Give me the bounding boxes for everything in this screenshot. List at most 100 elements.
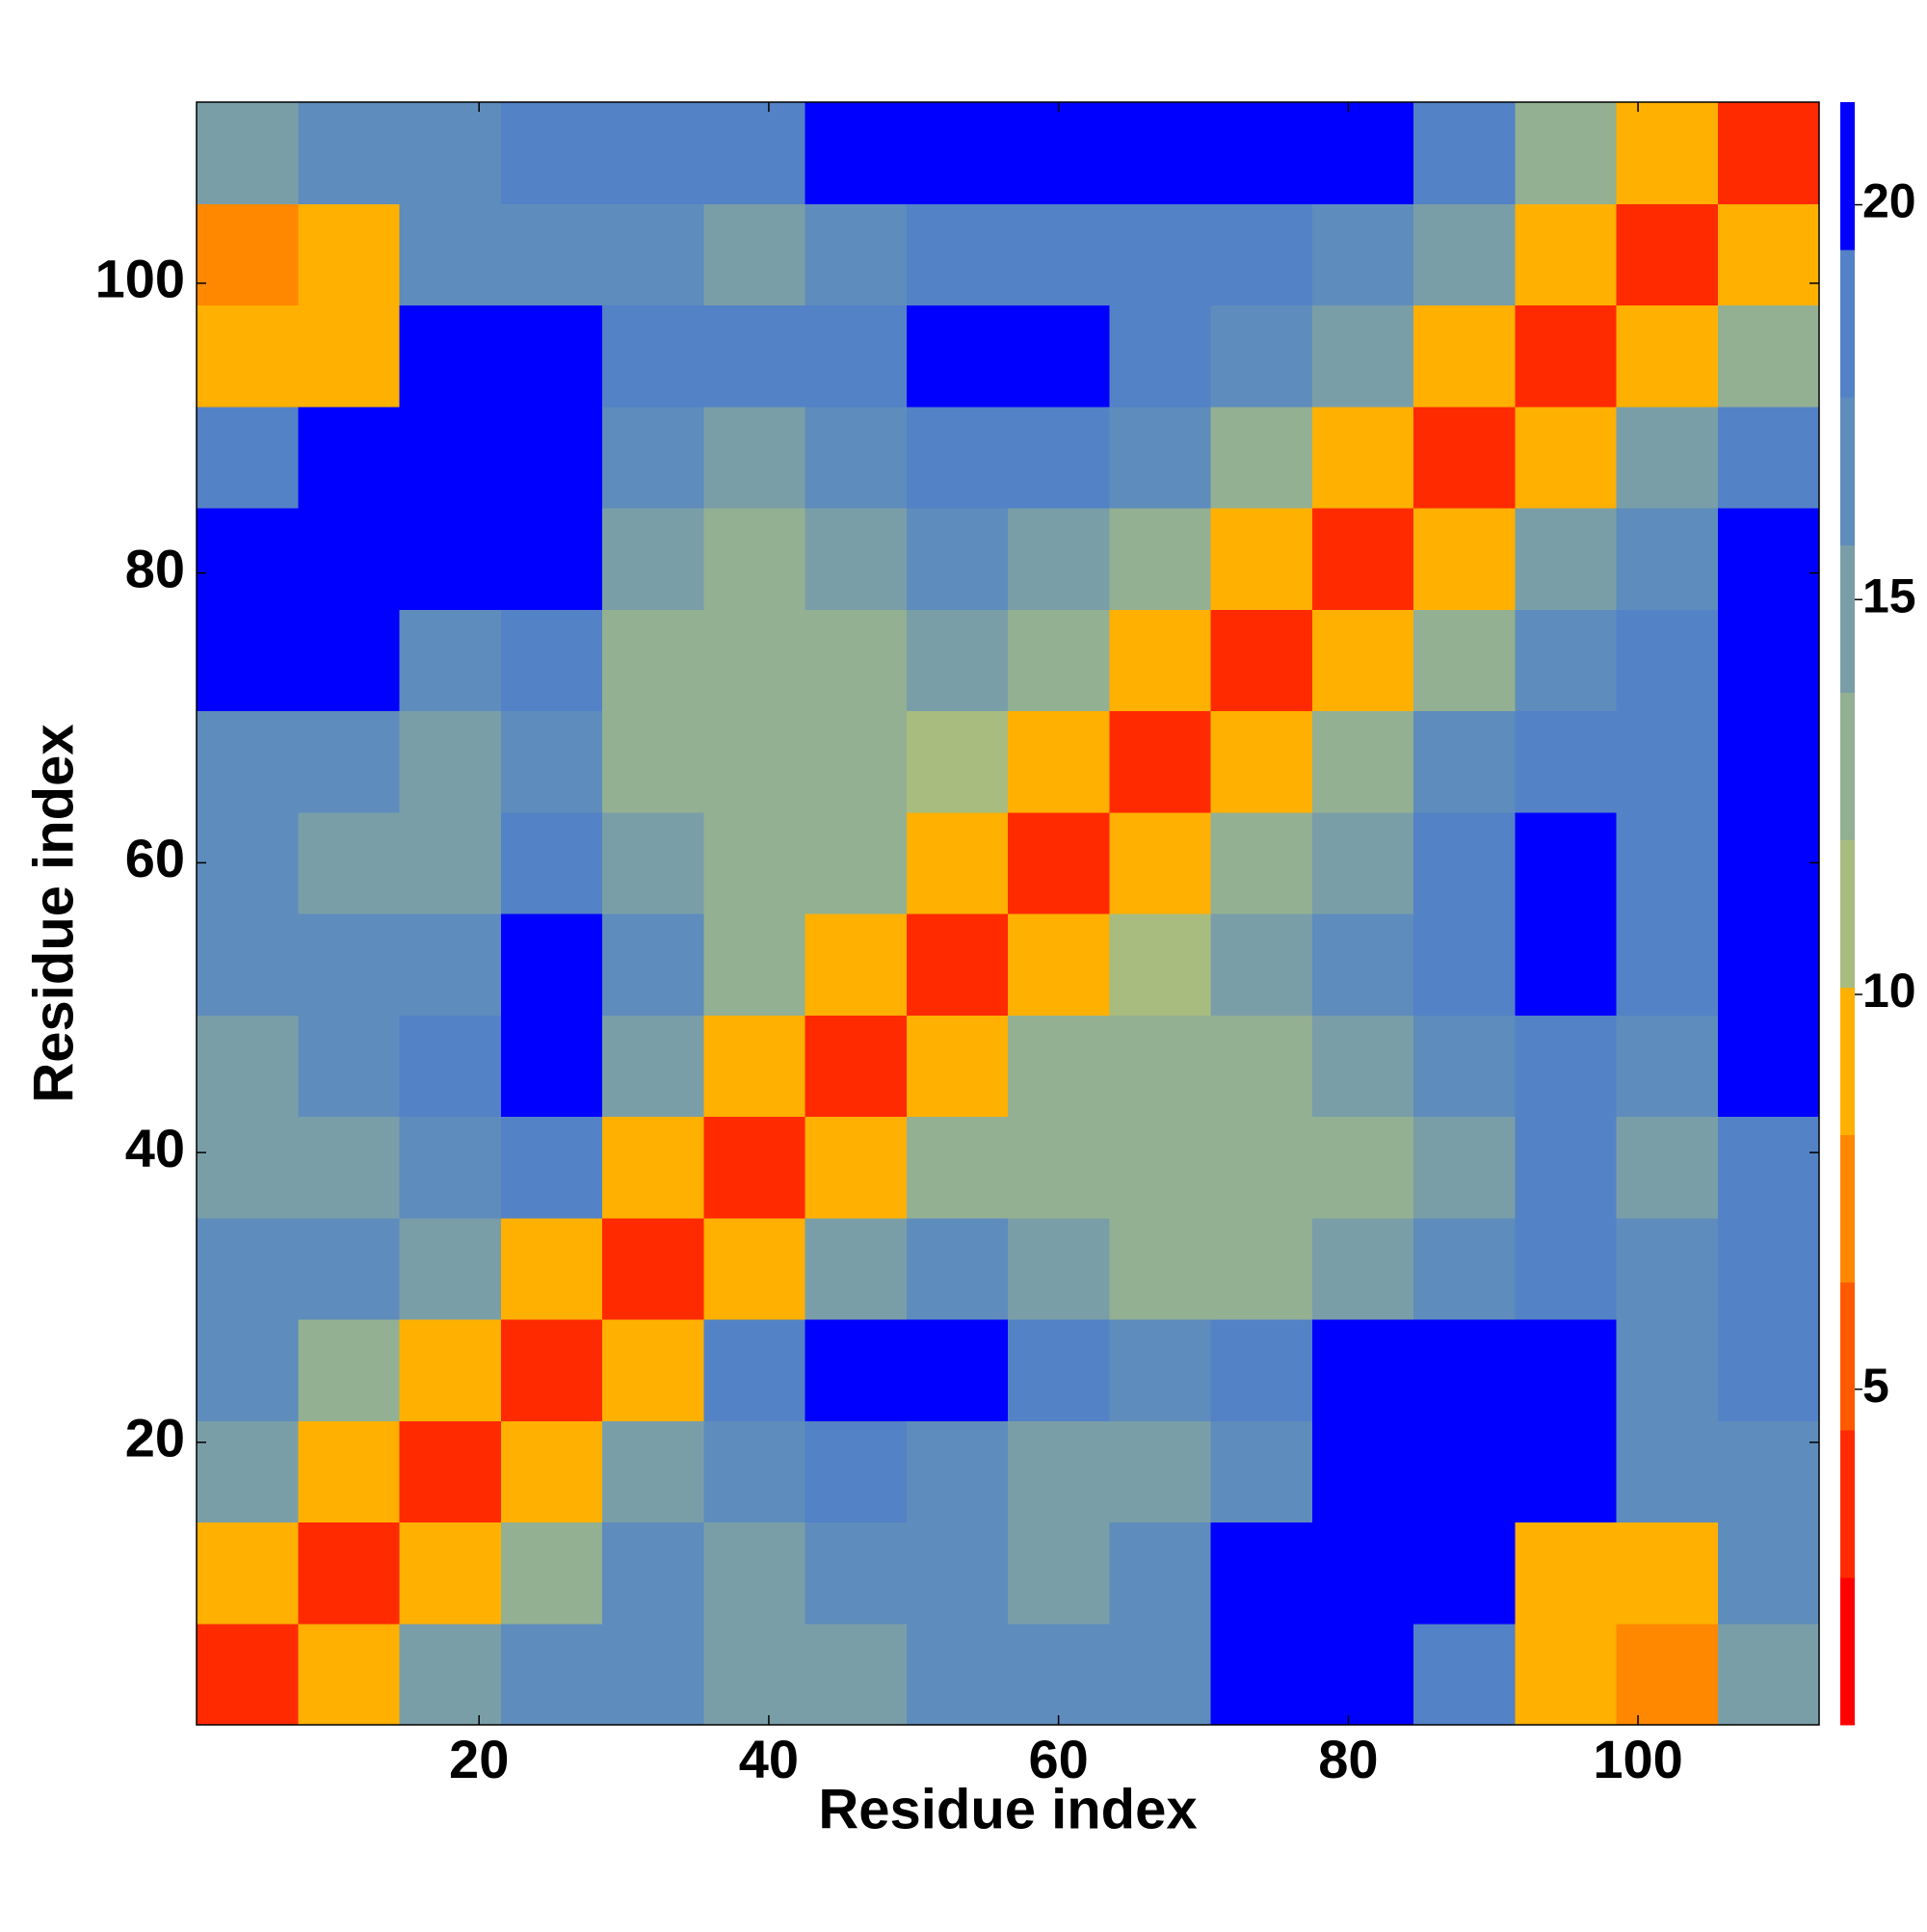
- heatmap-cell: [399, 1623, 502, 1726]
- heatmap-cell: [1413, 811, 1516, 914]
- heatmap-cell: [1515, 1420, 1617, 1522]
- heatmap-cell: [1515, 710, 1617, 813]
- heatmap-cell: [500, 1319, 603, 1421]
- heatmap-cell: [399, 1015, 502, 1117]
- heatmap-cell: [399, 304, 502, 408]
- heatmap-cell: [703, 406, 805, 509]
- heatmap-cell: [906, 1116, 1009, 1219]
- heatmap-cell: [1616, 1116, 1719, 1219]
- heatmap-cell: [1717, 1116, 1820, 1219]
- heatmap-cell: [805, 1217, 908, 1320]
- heatmap-cell: [1109, 1319, 1211, 1421]
- heatmap-cell: [906, 203, 1009, 305]
- heatmap-cell: [298, 1319, 400, 1421]
- heatmap-cell: [1515, 508, 1617, 610]
- heatmap-cell: [1210, 913, 1313, 1016]
- heatmap-cell: [1413, 609, 1516, 711]
- heatmap-cell: [1616, 1319, 1719, 1421]
- colorbar-band: [1840, 544, 1855, 693]
- heatmap-cell: [602, 1623, 704, 1726]
- heatmap-cell: [1109, 1116, 1211, 1219]
- heatmap-cell: [197, 1420, 299, 1522]
- heatmap-cell: [500, 1116, 603, 1219]
- heatmap-cell: [1413, 1319, 1516, 1421]
- heatmap-cell: [602, 1420, 704, 1522]
- heatmap-cell: [197, 913, 299, 1016]
- heatmap-cell: [399, 811, 502, 914]
- heatmap-cell: [602, 1319, 704, 1421]
- heatmap-cell: [1311, 203, 1414, 305]
- heatmap-cell: [1616, 508, 1719, 610]
- heatmap-cell: [1311, 1420, 1414, 1522]
- heatmap-cell: [399, 102, 502, 204]
- heatmap-cell: [1210, 304, 1313, 408]
- heatmap-cell: [1008, 406, 1110, 509]
- heatmap-cell: [1413, 913, 1516, 1016]
- heatmap-cell: [602, 811, 704, 914]
- heatmap-cell: [298, 913, 400, 1016]
- heatmap-cell: [298, 1015, 400, 1117]
- heatmap-cell: [1515, 1116, 1617, 1219]
- heatmap-cell: [1109, 710, 1211, 813]
- heatmap-cell: [602, 1015, 704, 1117]
- heatmap-cell: [1413, 1420, 1516, 1522]
- heatmap-cell: [906, 1420, 1009, 1522]
- heatmap-cell: [1210, 1623, 1313, 1726]
- heatmap-cell: [1717, 1623, 1820, 1726]
- heatmap-cell: [1717, 1217, 1820, 1320]
- heatmap-cell: [805, 1522, 908, 1625]
- heatmap-cell: [805, 710, 908, 813]
- colorbar-band: [1840, 1576, 1855, 1726]
- heatmap-cell: [906, 102, 1009, 204]
- heatmap-cell: [500, 1522, 603, 1625]
- heatmap-cell: [500, 811, 603, 914]
- x-tick-label: 40: [739, 1729, 799, 1789]
- heatmap-cell: [1413, 1522, 1516, 1625]
- heatmap-cell: [1413, 1217, 1516, 1320]
- heatmap-cell: [399, 609, 502, 711]
- heatmap-cell: [805, 102, 908, 204]
- heatmap-cell: [1413, 406, 1516, 509]
- heatmap-cell: [703, 710, 805, 813]
- heatmap-cell: [602, 913, 704, 1016]
- heatmap-cell: [906, 406, 1009, 509]
- heatmap-cell: [1616, 1217, 1719, 1320]
- heatmap-cell: [1109, 1217, 1211, 1320]
- heatmap-cell: [906, 508, 1009, 610]
- colorbar-tick-label: 20: [1862, 174, 1916, 228]
- heatmap-cell: [1210, 406, 1313, 509]
- heatmap-cell: [1413, 1116, 1516, 1219]
- heatmap-cell: [1311, 102, 1414, 204]
- heatmap-cell: [1109, 304, 1211, 408]
- heatmap-cell: [197, 811, 299, 914]
- heatmap-cell: [1311, 811, 1414, 914]
- heatmap-cell: [1616, 1623, 1719, 1726]
- heatmap-cell: [1515, 1319, 1617, 1421]
- heatmap-cell: [805, 406, 908, 509]
- heatmap-cell: [1311, 1015, 1414, 1117]
- heatmap-cell: [298, 710, 400, 813]
- heatmap-cell: [703, 609, 805, 711]
- heatmap-cell: [1717, 1420, 1820, 1522]
- heatmap-cell: [399, 203, 502, 305]
- colorbar-band: [1840, 102, 1855, 251]
- heatmap-cell: [197, 1116, 299, 1219]
- heatmap-cell: [703, 1319, 805, 1421]
- heatmap-cell: [1515, 203, 1617, 305]
- colorbar-tick-label: 10: [1862, 964, 1916, 1018]
- x-axis-title: Residue index: [818, 1778, 1197, 1840]
- heatmap-cell: [1616, 1522, 1719, 1625]
- heatmap-cell: [1008, 1623, 1110, 1726]
- heatmap-cell: [500, 913, 603, 1016]
- heatmap-cell: [298, 1623, 400, 1726]
- heatmap-cell: [399, 406, 502, 509]
- heatmap-cell: [298, 304, 400, 408]
- heatmap-cell: [399, 913, 502, 1016]
- heatmap-cell: [1616, 811, 1719, 914]
- heatmap-cell: [805, 1319, 908, 1421]
- heatmap-cell: [906, 1623, 1009, 1726]
- heatmap-cell: [602, 1522, 704, 1625]
- heatmap-cell: [1311, 1319, 1414, 1421]
- heatmap-cell: [1008, 304, 1110, 408]
- x-tick-label: 80: [1318, 1729, 1378, 1789]
